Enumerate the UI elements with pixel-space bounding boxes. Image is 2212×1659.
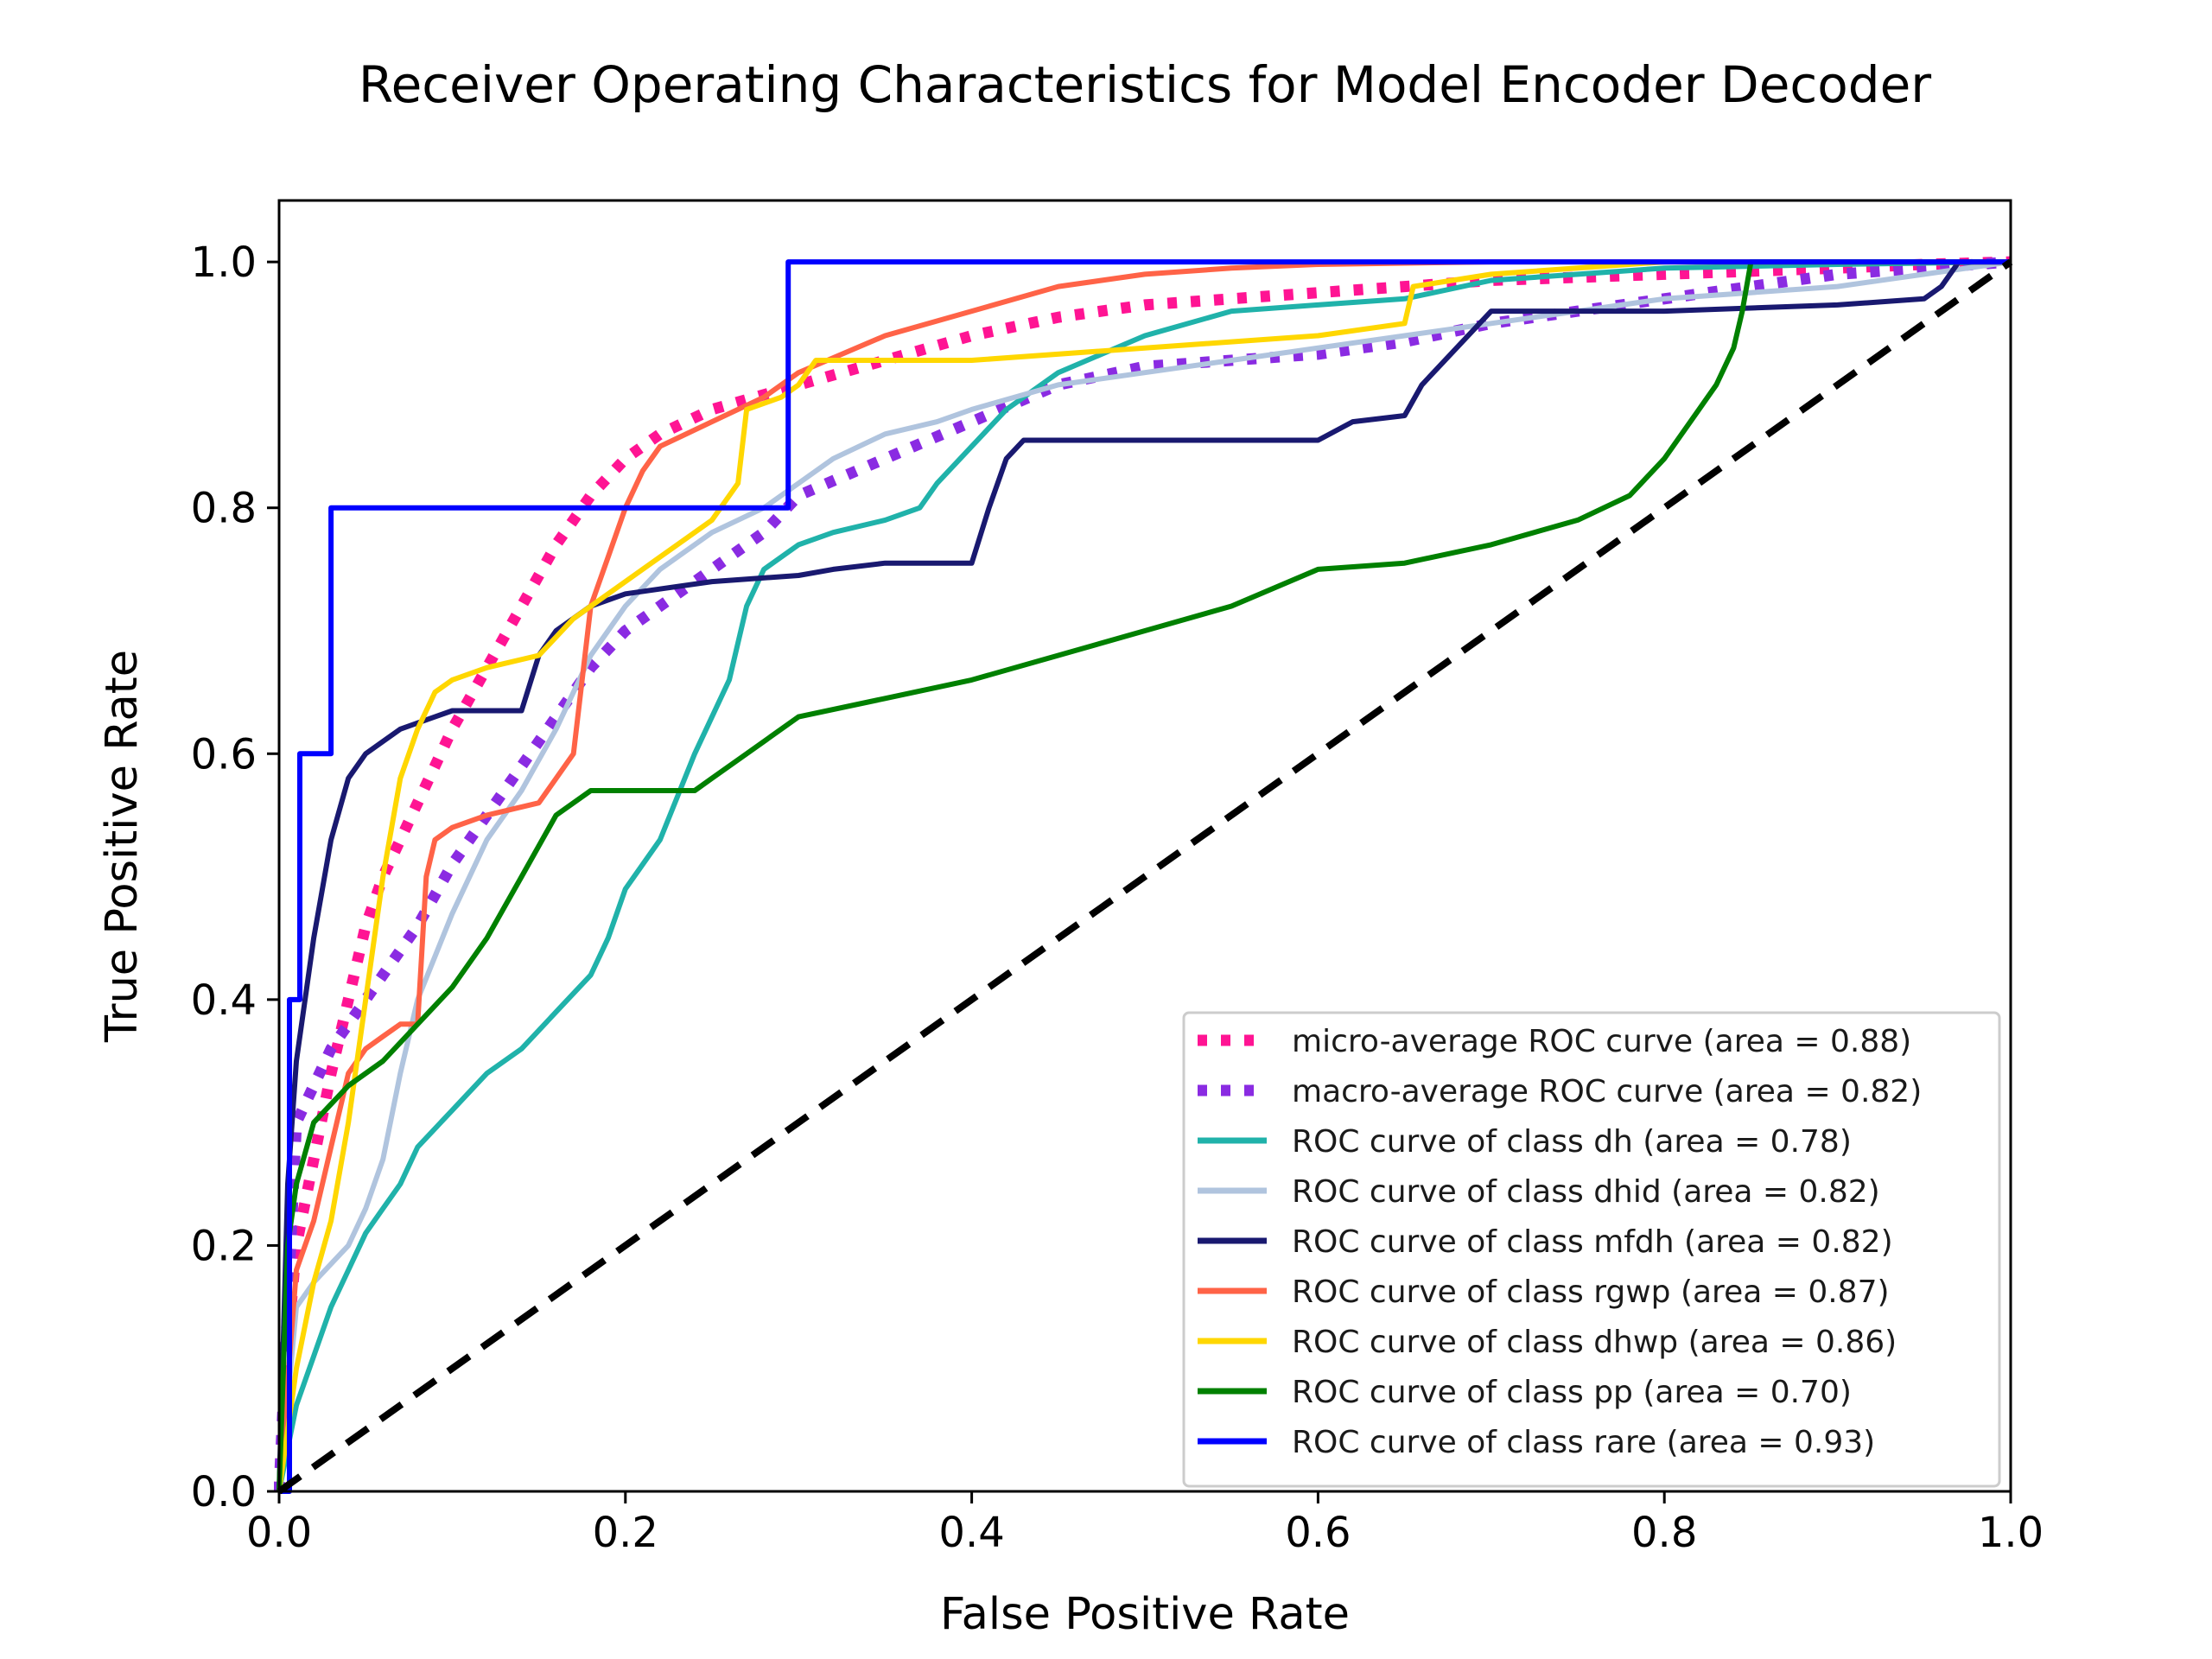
x-tick-label: 0.6: [1285, 1509, 1351, 1557]
x-tick-label: 0.2: [593, 1509, 658, 1557]
x-tick-label: 1.0: [1978, 1509, 2044, 1557]
series-line-2: [276, 259, 2012, 1492]
series-line-5: [276, 259, 2011, 1492]
y-tick-label: 0.4: [191, 976, 257, 1025]
series-line-8: [279, 259, 2011, 1494]
series-line-3: [276, 259, 2012, 1492]
y-tick-label: 0.6: [191, 730, 257, 779]
y-tick-label: 0.2: [191, 1222, 257, 1270]
axis-ticks: 0.0 0.2 0.4 0.6 0.8 1.0 0.0 0.2 0.4 0.6 0.8 1.0: [191, 238, 2044, 1557]
legend-box: [1182, 1011, 2001, 1488]
legend-label: macro-average ROC curve (area = 0.82): [1292, 1074, 1922, 1109]
legend-label: ROC curve of class dhwp (area = 0.86): [1292, 1325, 1897, 1360]
legend: micro-average ROC curve (area = 0.88) mac…: [1182, 1011, 2001, 1488]
legend-label: micro-average ROC curve (area = 0.88): [1292, 1024, 1911, 1059]
legend-label: ROC curve of class rgwp (area = 0.87): [1292, 1274, 1890, 1310]
y-axis-label: True Positive Rate: [97, 650, 148, 1043]
legend-label: ROC curve of class pp (area = 0.70): [1292, 1375, 1852, 1410]
x-axis-label: False Positive Rate: [940, 1589, 1350, 1640]
y-tick-label: 0.8: [191, 485, 257, 533]
x-tick-label: 0.4: [938, 1509, 1004, 1557]
legend-label: ROC curve of class rare (area = 0.93): [1292, 1425, 1875, 1460]
y-tick-label: 0.0: [191, 1468, 257, 1516]
chance-diagonal-line: [276, 258, 2013, 1495]
legend-label: ROC curve of class dh (area = 0.78): [1292, 1124, 1852, 1160]
chart-title: Receiver Operating Characteristics for M…: [359, 55, 1931, 114]
y-tick-label: 1.0: [191, 238, 257, 287]
plot-area: [274, 256, 2013, 1495]
plot-frame: [277, 199, 2012, 1493]
x-tick-label: 0.8: [1631, 1509, 1697, 1557]
series-line-7: [276, 259, 2011, 1492]
x-tick-label: 0.0: [246, 1509, 312, 1557]
legend-label: ROC curve of class mfdh (area = 0.82): [1292, 1224, 1893, 1260]
series-line-6: [276, 259, 2011, 1492]
series-line-4: [276, 259, 2011, 1492]
legend-label: ROC curve of class dhid (area = 0.82): [1292, 1174, 1880, 1210]
